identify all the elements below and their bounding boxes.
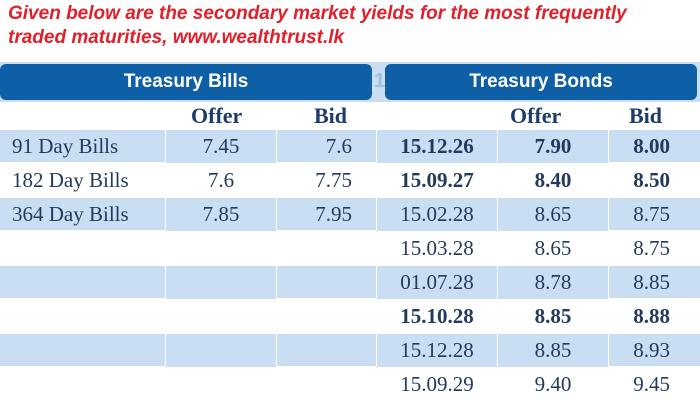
column-divider [608, 102, 609, 400]
table-row: 01.07.28 8.78 8.85 [0, 266, 700, 300]
bond-offer-cell: 7.90 [498, 130, 608, 164]
bill-name-cell [0, 368, 165, 400]
bill-offer-cell: 7.85 [166, 198, 276, 232]
bond-bid-cell: 8.50 [609, 164, 700, 197]
treasury-bills-header: Treasury Bills [0, 64, 372, 100]
bill-bid-cell [277, 232, 376, 265]
column-divider [376, 102, 377, 400]
bill-name-cell [0, 300, 165, 333]
bill-offer-cell [166, 368, 276, 400]
bill-offer-cell [166, 266, 276, 300]
bond-maturity-cell: 15.03.28 [377, 232, 497, 266]
header-gap-mark: 1 [374, 70, 386, 92]
bond-offer-cell: 8.65 [498, 198, 608, 232]
bills-bid-label: Bid [314, 103, 348, 128]
caption: Given below are the secondary market yie… [8, 2, 698, 50]
bill-offer-cell: 7.45 [166, 130, 276, 164]
column-divider [165, 102, 166, 400]
bond-maturity-cell: 15.09.27 [377, 164, 497, 198]
bond-offer-cell: 8.40 [498, 164, 608, 198]
bill-bid-cell [277, 266, 376, 299]
table-row: 364 Day Bills 7.85 7.95 15.02.28 8.65 8.75 [0, 198, 700, 232]
bond-offer-cell: 8.65 [498, 232, 608, 266]
column-divider [497, 102, 498, 400]
bond-offer-cell: 8.78 [498, 266, 608, 300]
column-divider [276, 102, 277, 400]
bond-maturity-cell: 01.07.28 [377, 266, 497, 300]
bill-offer-cell [166, 300, 276, 334]
caption-line-2: traded maturities, www.wealthtrust.lk [8, 27, 345, 48]
bonds-offer-label: Offer [510, 103, 562, 128]
table-row: 15.09.29 9.40 9.45 [0, 368, 700, 400]
bond-maturity-cell: 15.10.28 [377, 300, 497, 334]
bill-bid-cell [277, 300, 376, 333]
bill-offer-cell: 7.6 [166, 164, 276, 198]
table-row: 15.03.28 8.65 8.75 [0, 232, 700, 266]
bill-name-cell: 91 Day Bills [0, 130, 165, 163]
column-subheaders: Offer Bid Offer Bid [0, 102, 700, 130]
caption-line-1: Given below are the secondary market yie… [8, 3, 627, 24]
bill-name-cell [0, 232, 165, 265]
bond-offer-cell: 8.85 [498, 334, 608, 368]
bonds-bid-label: Bid [629, 103, 663, 128]
bond-bid-cell: 8.00 [609, 130, 700, 163]
bond-offer-cell: 9.40 [498, 368, 608, 400]
bill-bid-cell: 7.6 [277, 130, 376, 163]
bill-bid-cell: 7.75 [277, 164, 376, 197]
bond-maturity-cell: 15.12.26 [377, 130, 497, 164]
bond-bid-cell: 9.45 [609, 368, 700, 400]
bill-offer-cell [166, 334, 276, 368]
treasury-bonds-header: Treasury Bonds [385, 64, 697, 100]
bill-bid-cell: 7.95 [277, 198, 376, 231]
bond-bid-cell: 8.75 [609, 232, 700, 265]
bond-bid-cell: 8.88 [609, 300, 700, 333]
table-row: 15.10.28 8.85 8.88 [0, 300, 700, 334]
bond-maturity-cell: 15.02.28 [377, 198, 497, 232]
yields-table: Treasury Bills 1 Treasury Bonds Offer Bi… [0, 62, 700, 400]
table-row: 15.12.28 8.85 8.93 [0, 334, 700, 368]
bond-bid-cell: 8.85 [609, 266, 700, 299]
bill-name-cell [0, 266, 165, 299]
bond-offer-cell: 8.85 [498, 300, 608, 334]
bond-bid-cell: 8.75 [609, 198, 700, 231]
bill-offer-cell [166, 232, 276, 266]
bill-bid-cell [277, 334, 376, 367]
bill-bid-cell [277, 368, 376, 400]
table-row: 91 Day Bills 7.45 7.6 15.12.26 7.90 8.00 [0, 130, 700, 164]
bill-name-cell: 182 Day Bills [0, 164, 165, 197]
bond-bid-cell: 8.93 [609, 334, 700, 367]
bond-maturity-cell: 15.09.29 [377, 368, 497, 400]
bill-name-cell [0, 334, 165, 367]
bond-maturity-cell: 15.12.28 [377, 334, 497, 368]
bill-name-cell: 364 Day Bills [0, 198, 165, 231]
table-row: 182 Day Bills 7.6 7.75 15.09.27 8.40 8.50 [0, 164, 700, 198]
bills-offer-label: Offer [191, 103, 243, 128]
